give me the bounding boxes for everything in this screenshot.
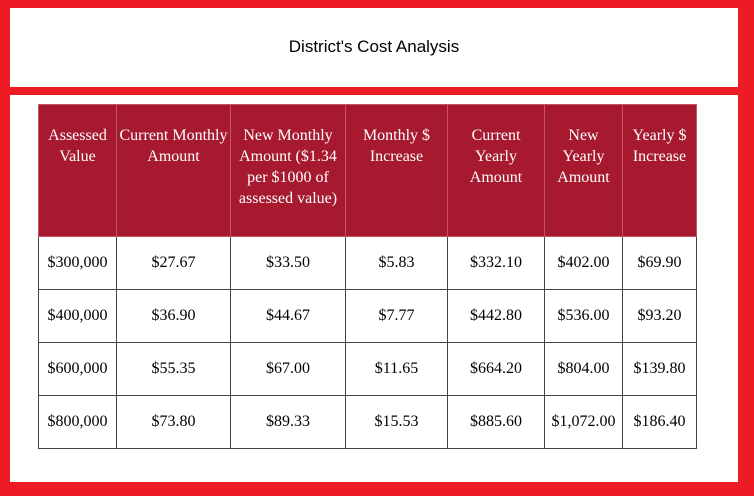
header-current-yearly: Current Yearly Amount	[447, 104, 545, 237]
cell-yearly-increase: $93.20	[622, 289, 697, 343]
header-yearly-increase: Yearly $ Increase	[622, 104, 697, 237]
cell-current-monthly: $27.67	[116, 236, 231, 290]
cell-new-yearly: $402.00	[544, 236, 623, 290]
cell-new-yearly: $804.00	[544, 342, 623, 396]
cell-current-yearly: $332.10	[447, 236, 545, 290]
cell-assessed-value: $800,000	[38, 395, 117, 449]
header-monthly-increase: Monthly $ Increase	[345, 104, 448, 237]
cell-new-monthly: $33.50	[230, 236, 346, 290]
table-panel: Assessed Value Current Monthly Amount Ne…	[10, 95, 738, 482]
cell-current-monthly: $73.80	[116, 395, 231, 449]
header-new-yearly: New Yearly Amount	[544, 104, 623, 237]
cell-monthly-increase: $11.65	[345, 342, 448, 396]
cell-new-monthly: $89.33	[230, 395, 346, 449]
cell-yearly-increase: $186.40	[622, 395, 697, 449]
cell-new-monthly: $67.00	[230, 342, 346, 396]
cell-new-monthly: $44.67	[230, 289, 346, 343]
cell-assessed-value: $600,000	[38, 342, 117, 396]
table-row: $300,000 $27.67 $33.50 $5.83 $332.10 $40…	[38, 236, 697, 290]
table-row: $600,000 $55.35 $67.00 $11.65 $664.20 $8…	[38, 342, 697, 396]
header-new-monthly: New Monthly Amount ($1.34 per $1000 of a…	[230, 104, 346, 237]
cell-current-yearly: $664.20	[447, 342, 545, 396]
cell-new-yearly: $1,072.00	[544, 395, 623, 449]
cell-yearly-increase: $139.80	[622, 342, 697, 396]
title-panel: District's Cost Analysis	[10, 8, 738, 87]
header-current-monthly: Current Monthly Amount	[116, 104, 231, 237]
table-header-row: Assessed Value Current Monthly Amount Ne…	[38, 104, 697, 237]
header-assessed-value: Assessed Value	[38, 104, 117, 237]
cell-assessed-value: $400,000	[38, 289, 117, 343]
cell-monthly-increase: $15.53	[345, 395, 448, 449]
table-row: $400,000 $36.90 $44.67 $7.77 $442.80 $53…	[38, 289, 697, 343]
cell-assessed-value: $300,000	[38, 236, 117, 290]
cell-yearly-increase: $69.90	[622, 236, 697, 290]
cell-monthly-increase: $7.77	[345, 289, 448, 343]
cell-current-monthly: $55.35	[116, 342, 231, 396]
cell-new-yearly: $536.00	[544, 289, 623, 343]
cost-table: Assessed Value Current Monthly Amount Ne…	[38, 104, 697, 449]
cell-current-yearly: $442.80	[447, 289, 545, 343]
page-title: District's Cost Analysis	[288, 37, 460, 56]
cell-current-monthly: $36.90	[116, 289, 231, 343]
cell-monthly-increase: $5.83	[345, 236, 448, 290]
table-row: $800,000 $73.80 $89.33 $15.53 $885.60 $1…	[38, 395, 697, 449]
cell-current-yearly: $885.60	[447, 395, 545, 449]
